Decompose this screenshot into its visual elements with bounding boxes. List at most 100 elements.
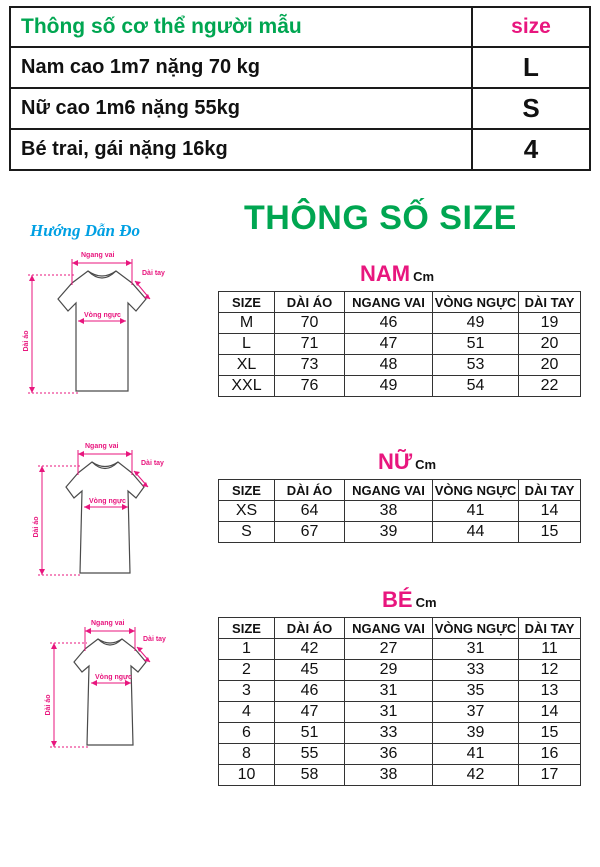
be-r1-c4: 12 xyxy=(518,659,581,681)
label-sleeve-kids: Dài tay xyxy=(143,636,166,643)
unit-label-nu: Cm xyxy=(415,457,437,472)
nam-r3-c4: 22 xyxy=(518,375,581,397)
table-row-header: SIZE DÀI ÁO NGANG VAI VÒNG NGỰC DÀI TAY xyxy=(218,479,581,501)
section-title-nu: NỮ Cm xyxy=(378,449,436,475)
nam-r2-c1: 73 xyxy=(274,354,345,376)
label-length-men: Dài áo xyxy=(23,330,30,351)
table-row: XS 64 38 41 14 xyxy=(218,500,581,522)
be-r6-c3: 42 xyxy=(432,764,519,786)
model-row-0-size: L xyxy=(471,46,591,89)
nam-r3-c2: 49 xyxy=(344,375,433,397)
model-row-2-size: 4 xyxy=(471,128,591,171)
nam-r2-c2: 48 xyxy=(344,354,433,376)
section-title-be: BÉ Cm xyxy=(382,587,437,613)
nam-r2-c3: 53 xyxy=(432,354,519,376)
label-length-kids: Dài áo xyxy=(45,694,52,715)
label-shoulder-men: Ngang vai xyxy=(81,252,115,259)
table-row: Nam cao 1m7 nặng 70 kg L xyxy=(9,46,591,89)
model-table-header-right: size xyxy=(471,6,591,48)
guide-title: Hướng Dẫn Đo xyxy=(30,221,140,240)
section-name-nam: NAM xyxy=(360,261,411,286)
table-row-header: SIZE DÀI ÁO NGANG VAI VÒNG NGỰC DÀI TAY xyxy=(218,617,581,639)
be-r0-c2: 27 xyxy=(344,638,433,660)
be-r6-c1: 58 xyxy=(274,764,345,786)
model-row-2-desc: Bé trai, gái nặng 16kg xyxy=(9,128,473,171)
section-title-nam: NAM Cm xyxy=(360,261,434,287)
col-dai-ao: DÀI ÁO xyxy=(274,291,345,313)
be-r0-c1: 42 xyxy=(274,638,345,660)
label-shoulder-kids: Ngang vai xyxy=(91,620,125,627)
shirt-outline-kids-svg: Ngang vai Dài tay Vòng ngực Dài áo xyxy=(45,620,166,748)
col-dai-tay: DÀI TAY xyxy=(518,617,581,639)
nu-r1-c1: 67 xyxy=(274,521,345,543)
model-row-1-size: S xyxy=(471,87,591,130)
nu-r0-c2: 38 xyxy=(344,500,433,522)
col-vong-nguc: VÒNG NGỰC xyxy=(432,479,519,501)
nam-r3-c3: 54 xyxy=(432,375,519,397)
be-r3-c0: 4 xyxy=(218,701,275,723)
nu-r1-c4: 15 xyxy=(518,521,581,543)
be-r4-c0: 6 xyxy=(218,722,275,744)
col-dai-tay: DÀI TAY xyxy=(518,479,581,501)
table-row: 2 45 29 33 12 xyxy=(218,659,581,681)
be-r2-c0: 3 xyxy=(218,680,275,702)
shirt-diagram-men: Ngang vai Dài tay Vòng ngực xyxy=(10,241,210,431)
model-spec-table: Thông số cơ thể người mẫu size Nam cao 1… xyxy=(9,6,591,171)
label-length-women: Dài áo xyxy=(33,516,40,537)
col-ngang-vai: NGANG VAI xyxy=(344,617,433,639)
nam-r1-c3: 51 xyxy=(432,333,519,355)
nam-r0-c4: 19 xyxy=(518,312,581,334)
be-r3-c2: 31 xyxy=(344,701,433,723)
table-row: L 71 47 51 20 xyxy=(218,333,581,355)
shirt-diagram-women: Ngang vai Dài tay Vòng ngực Dài áo xyxy=(20,433,210,608)
col-ngang-vai: NGANG VAI xyxy=(344,479,433,501)
table-row: 8 55 36 41 16 xyxy=(218,743,581,765)
be-r1-c1: 45 xyxy=(274,659,345,681)
be-r5-c0: 8 xyxy=(218,743,275,765)
table-row: 10 58 38 42 17 xyxy=(218,764,581,786)
nam-r0-c1: 70 xyxy=(274,312,345,334)
be-r0-c3: 31 xyxy=(432,638,519,660)
be-r5-c1: 55 xyxy=(274,743,345,765)
label-sleeve-women: Dài tay xyxy=(141,460,164,467)
label-chest-men: Vòng ngực xyxy=(84,312,121,319)
be-r6-c2: 38 xyxy=(344,764,433,786)
be-r5-c4: 16 xyxy=(518,743,581,765)
nu-r0-c4: 14 xyxy=(518,500,581,522)
size-table-nam: SIZE DÀI ÁO NGANG VAI VÒNG NGỰC DÀI TAY … xyxy=(218,291,581,397)
nam-r3-c1: 76 xyxy=(274,375,345,397)
table-row: 3 46 31 35 13 xyxy=(218,680,581,702)
table-row: S 67 39 44 15 xyxy=(218,521,581,543)
be-r6-c0: 10 xyxy=(218,764,275,786)
be-r4-c1: 51 xyxy=(274,722,345,744)
shirt-outline-women-svg: Ngang vai Dài tay Vòng ngực Dài áo xyxy=(33,443,164,576)
page-title: THÔNG SỐ SIZE xyxy=(244,199,517,237)
label-shoulder-women: Ngang vai xyxy=(85,443,119,450)
col-dai-ao: DÀI ÁO xyxy=(274,479,345,501)
be-r0-c0: 1 xyxy=(218,638,275,660)
col-vong-nguc: VÒNG NGỰC xyxy=(432,291,519,313)
nam-r0-c3: 49 xyxy=(432,312,519,334)
section-name-be: BÉ xyxy=(382,587,413,612)
label-sleeve-men: Dài tay xyxy=(142,270,165,277)
col-dai-tay: DÀI TAY xyxy=(518,291,581,313)
table-row-header: Thông số cơ thể người mẫu size xyxy=(9,6,591,48)
col-ngang-vai: NGANG VAI xyxy=(344,291,433,313)
col-size: SIZE xyxy=(218,617,275,639)
table-row: Bé trai, gái nặng 16kg 4 xyxy=(9,128,591,171)
be-r4-c2: 33 xyxy=(344,722,433,744)
model-row-0-desc: Nam cao 1m7 nặng 70 kg xyxy=(9,46,473,89)
be-r3-c4: 14 xyxy=(518,701,581,723)
model-row-1-desc: Nữ cao 1m6 nặng 55kg xyxy=(9,87,473,130)
nam-r0-c0: M xyxy=(218,312,275,334)
size-table-be: SIZE DÀI ÁO NGANG VAI VÒNG NGỰC DÀI TAY … xyxy=(218,617,581,786)
col-size: SIZE xyxy=(218,479,275,501)
nam-r3-c0: XXL xyxy=(218,375,275,397)
be-r2-c3: 35 xyxy=(432,680,519,702)
be-r6-c4: 17 xyxy=(518,764,581,786)
nam-r2-c4: 20 xyxy=(518,354,581,376)
be-r5-c2: 36 xyxy=(344,743,433,765)
table-row: 4 47 31 37 14 xyxy=(218,701,581,723)
model-table-header-left: Thông số cơ thể người mẫu xyxy=(9,6,473,48)
nu-r0-c3: 41 xyxy=(432,500,519,522)
